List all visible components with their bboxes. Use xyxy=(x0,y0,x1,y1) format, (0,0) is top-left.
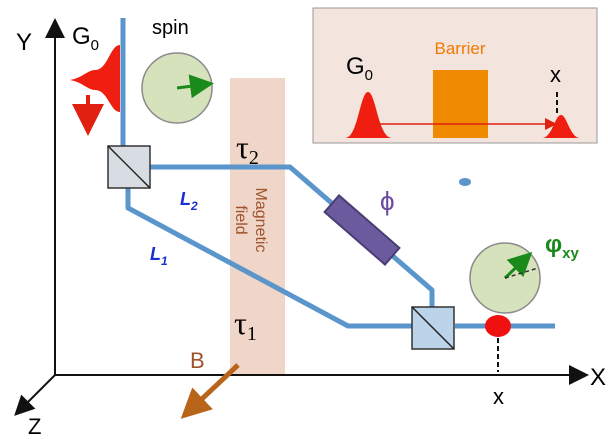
spin-arrow xyxy=(503,251,533,280)
b-arrow xyxy=(180,363,240,419)
label: τ xyxy=(236,129,249,165)
label: τ2 xyxy=(236,129,259,169)
label: x xyxy=(493,384,504,409)
dot xyxy=(459,178,471,186)
label: field xyxy=(232,205,249,234)
label: Magnetic xyxy=(252,188,269,253)
packet xyxy=(70,45,120,112)
label: xy xyxy=(562,245,579,262)
detector xyxy=(485,315,511,337)
label: L2 xyxy=(180,189,198,213)
barrier xyxy=(433,70,488,138)
dash xyxy=(504,267,539,279)
beam-splitter xyxy=(107,145,151,189)
field-band xyxy=(230,78,285,375)
label: G xyxy=(346,53,365,80)
label: G xyxy=(72,23,91,50)
label: 1 xyxy=(247,323,257,345)
label: Y xyxy=(16,29,32,56)
beam-splitter xyxy=(411,306,455,350)
label: B xyxy=(190,348,205,373)
label: spin xyxy=(152,17,189,39)
spin-arrow xyxy=(176,74,214,99)
label: L xyxy=(180,189,191,209)
label: L1 xyxy=(150,244,168,268)
label: 0 xyxy=(365,67,373,84)
label: G0 xyxy=(72,23,99,54)
label: 1 xyxy=(161,254,168,268)
beam xyxy=(125,187,412,329)
label: 2 xyxy=(190,199,198,213)
label: τ1 xyxy=(234,305,257,345)
label: Z xyxy=(28,414,41,439)
label: x xyxy=(550,62,561,87)
label: G0 xyxy=(346,53,373,84)
phase-shifter xyxy=(323,194,401,266)
label: 0 xyxy=(91,37,99,54)
label: L xyxy=(150,244,161,264)
label: τ xyxy=(234,305,247,341)
packet xyxy=(542,115,580,138)
label: 2 xyxy=(249,147,259,169)
label: φxy xyxy=(545,231,580,262)
label: X xyxy=(590,364,606,391)
axis xyxy=(14,374,56,416)
label: ϕ xyxy=(380,186,395,216)
label: Magneticfield xyxy=(232,188,269,253)
label: φ xyxy=(545,231,562,258)
label: Barrier xyxy=(434,39,485,58)
inset: Barrier G0 x xyxy=(312,7,598,144)
packet xyxy=(345,92,392,138)
